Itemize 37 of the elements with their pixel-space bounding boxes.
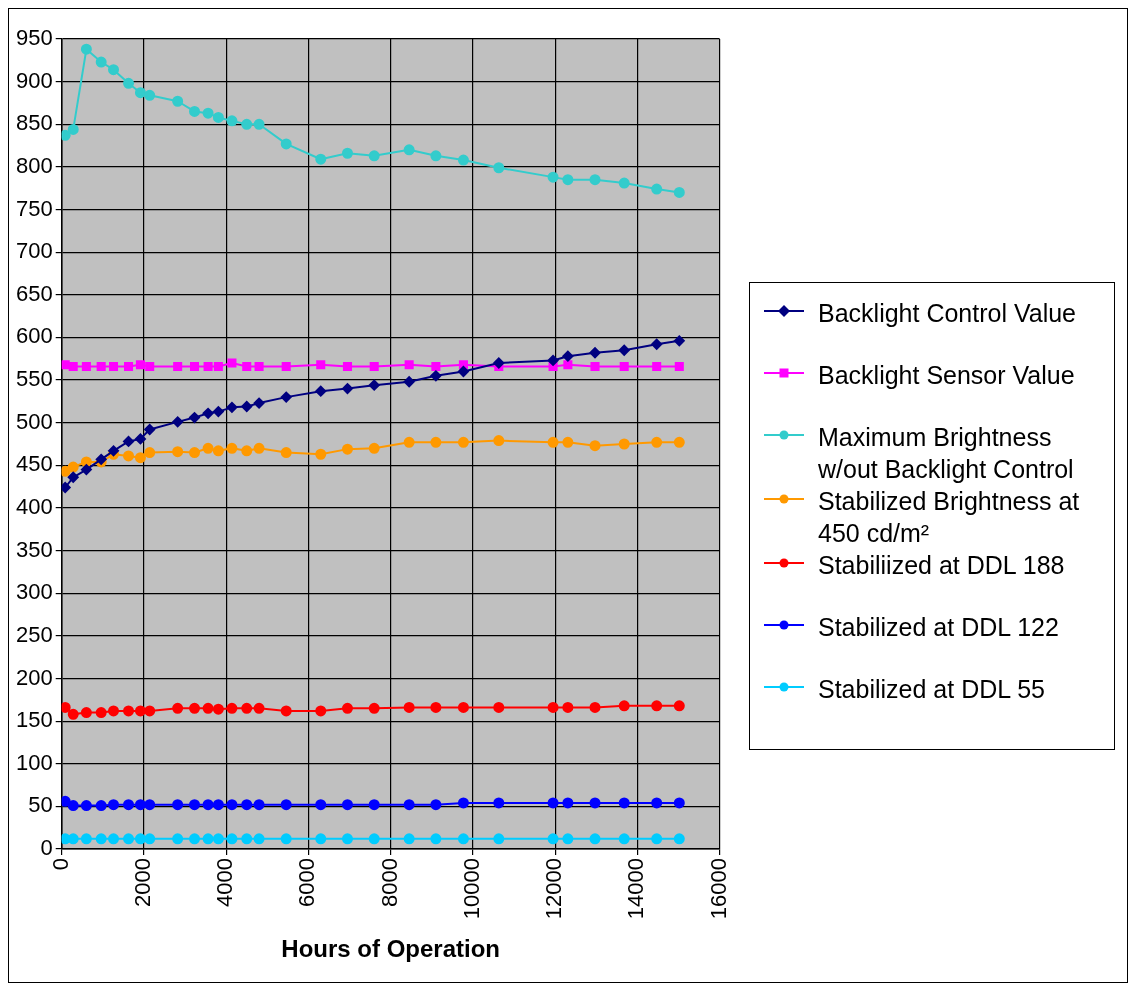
y-tick-label: 0 xyxy=(40,835,53,861)
legend-label: Backlight Sensor Value xyxy=(818,359,1075,391)
x-tick-label: 12000 xyxy=(541,858,567,920)
y-tick-label: 50 xyxy=(28,792,53,818)
y-tick-label: 350 xyxy=(15,536,53,562)
y-tick-label: 600 xyxy=(15,323,53,349)
y-tick-label: 750 xyxy=(15,195,53,221)
x-tick-label: 16000 xyxy=(705,858,731,920)
legend-label: Stabilized at DDL 122 xyxy=(818,611,1059,643)
y-tick-label: 900 xyxy=(15,67,53,93)
y-tick-label: 500 xyxy=(15,408,53,434)
x-tick-label: 0 xyxy=(47,858,73,871)
y-tick-label: 800 xyxy=(15,152,53,178)
y-tick-label: 300 xyxy=(15,579,53,605)
y-tick-label: 550 xyxy=(15,366,53,392)
y-tick-label: 650 xyxy=(15,280,53,306)
y-tick-label: 150 xyxy=(15,707,53,733)
y-tick-label: 200 xyxy=(15,664,53,690)
legend-label: Maximum Brightness w/out Backlight Control xyxy=(818,421,1075,485)
x-tick-label: 14000 xyxy=(623,858,649,920)
x-tick-label: 8000 xyxy=(376,858,402,907)
x-tick-label: 6000 xyxy=(294,858,320,907)
y-tick-label: 950 xyxy=(15,25,53,51)
y-tick-label: 850 xyxy=(15,110,53,136)
x-axis-title: Hours of Operation xyxy=(281,935,500,963)
legend-label: Stabiliized at DDL 188 xyxy=(818,549,1065,581)
y-tick-label: 700 xyxy=(15,238,53,264)
legend-label: Backlight Control Value xyxy=(818,297,1077,329)
y-tick-label: 250 xyxy=(15,621,53,647)
y-tick-label: 400 xyxy=(15,494,53,520)
x-tick-label: 10000 xyxy=(458,858,484,920)
y-tick-label: 100 xyxy=(15,749,53,775)
legend-label: Stabilized at DDL 55 xyxy=(818,673,1045,705)
y-tick-label: 450 xyxy=(15,451,53,477)
legend-label: Stabilized Brightness at 450 cd/m² xyxy=(818,485,1081,549)
x-tick-label: 4000 xyxy=(212,858,238,907)
x-tick-label: 2000 xyxy=(130,858,156,907)
